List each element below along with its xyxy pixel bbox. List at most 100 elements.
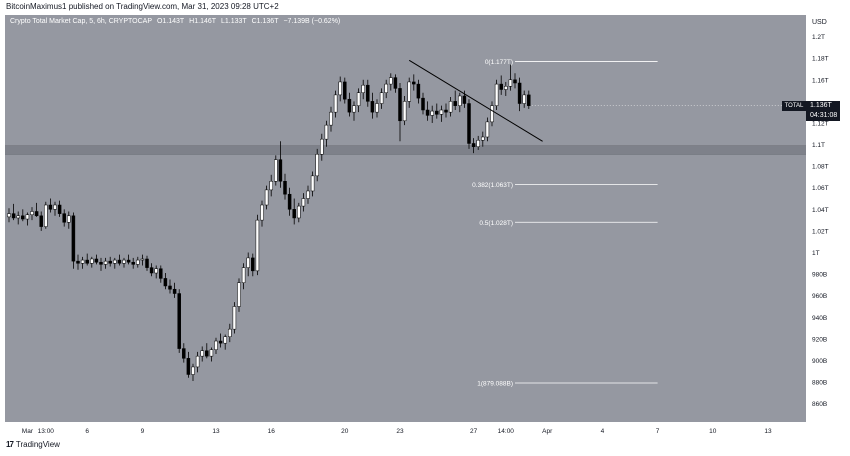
candle[interactable] <box>7 208 11 223</box>
candle[interactable] <box>182 343 186 363</box>
candle[interactable] <box>297 202 301 223</box>
candle[interactable] <box>126 254 131 265</box>
candle[interactable] <box>39 211 43 231</box>
candle[interactable] <box>370 92 375 119</box>
candle[interactable] <box>333 90 338 118</box>
candle[interactable] <box>343 77 347 104</box>
candle[interactable] <box>278 141 283 188</box>
candle[interactable] <box>485 117 490 142</box>
candle[interactable] <box>85 253 89 266</box>
candle[interactable] <box>163 273 168 290</box>
candle[interactable] <box>34 202 39 217</box>
candle[interactable] <box>329 106 333 132</box>
candle[interactable] <box>140 254 145 266</box>
candle[interactable] <box>315 148 319 182</box>
candle[interactable] <box>421 92 425 115</box>
candle[interactable] <box>232 302 237 334</box>
candle[interactable] <box>384 79 388 99</box>
candlestick-chart[interactable]: 0(1.177T) 0.382(1.063T) 0.5(1.028T) 1(879.0… <box>5 15 806 422</box>
candle[interactable] <box>292 198 296 225</box>
candle[interactable] <box>228 323 232 343</box>
candle[interactable] <box>223 334 227 350</box>
candle[interactable] <box>269 174 273 197</box>
candle[interactable] <box>76 254 80 270</box>
candle[interactable] <box>94 254 99 265</box>
candle[interactable] <box>338 76 342 102</box>
price-axis[interactable]: USD 1.2T 1.18T 1.16T 1.12T 1.1T 1.08T 1.06T 1.0… <box>806 15 850 422</box>
candle[interactable] <box>283 173 287 200</box>
candle[interactable] <box>113 257 117 269</box>
candle[interactable] <box>320 133 324 161</box>
time-axis[interactable]: Mar 13:00 6 9 13 16 20 23 27 14:00 Apr 4 7 10 13 <box>5 422 806 438</box>
candle[interactable] <box>57 200 62 217</box>
candle[interactable] <box>53 201 57 216</box>
candle[interactable] <box>517 77 522 112</box>
tradingview-footer[interactable]: 17 TradingView <box>6 440 60 449</box>
candle[interactable] <box>122 257 126 268</box>
candle[interactable] <box>168 279 172 294</box>
candle[interactable] <box>159 265 163 283</box>
candle[interactable] <box>407 77 411 108</box>
candle[interactable] <box>80 256 85 269</box>
candle[interactable] <box>237 278 241 312</box>
candle[interactable] <box>30 207 34 221</box>
candle[interactable] <box>264 185 269 210</box>
candle[interactable] <box>458 92 462 113</box>
candle[interactable] <box>527 90 531 109</box>
candle[interactable] <box>191 363 195 381</box>
candle[interactable] <box>274 155 278 186</box>
candle[interactable] <box>251 253 255 277</box>
candle[interactable] <box>481 131 485 147</box>
candle[interactable] <box>402 95 407 126</box>
candle[interactable] <box>412 74 416 91</box>
candle[interactable] <box>508 64 513 91</box>
candle[interactable] <box>494 79 499 111</box>
candle[interactable] <box>444 103 448 118</box>
candle[interactable] <box>448 97 453 117</box>
candle[interactable] <box>393 74 398 93</box>
candle[interactable] <box>352 101 356 121</box>
candle[interactable] <box>306 185 310 204</box>
candle[interactable] <box>131 257 135 269</box>
candle[interactable] <box>425 101 430 121</box>
candle[interactable] <box>108 256 112 267</box>
candle[interactable] <box>310 171 315 197</box>
candle[interactable] <box>287 187 292 216</box>
candle[interactable] <box>16 211 20 225</box>
candle[interactable] <box>260 200 264 227</box>
candle[interactable] <box>513 73 517 89</box>
candle[interactable] <box>430 105 434 123</box>
candle[interactable] <box>154 265 158 279</box>
candle[interactable] <box>145 255 149 271</box>
candle[interactable] <box>301 193 306 212</box>
candle[interactable] <box>186 351 191 378</box>
chart-plot-area[interactable]: 0(1.177T) 0.382(1.063T) 0.5(1.028T) 1(879.0… <box>5 15 806 422</box>
candle[interactable] <box>195 351 200 373</box>
candle[interactable] <box>453 90 457 111</box>
candle[interactable] <box>375 99 379 118</box>
candle[interactable] <box>209 347 214 362</box>
candle[interactable] <box>103 257 108 269</box>
candle[interactable] <box>416 79 421 104</box>
candle[interactable] <box>241 263 246 290</box>
candle[interactable] <box>149 263 154 277</box>
candle[interactable] <box>218 333 223 348</box>
candle[interactable] <box>347 92 352 117</box>
candle[interactable] <box>255 214 260 276</box>
candle[interactable] <box>435 103 439 119</box>
candle[interactable] <box>200 346 204 362</box>
candle[interactable] <box>172 282 177 298</box>
candle[interactable] <box>324 120 329 147</box>
candle[interactable] <box>476 135 480 150</box>
candle[interactable] <box>44 201 48 229</box>
candle[interactable] <box>11 203 16 221</box>
candle[interactable] <box>99 257 103 271</box>
candle[interactable] <box>21 209 25 222</box>
candle[interactable] <box>214 337 218 354</box>
candle[interactable] <box>522 90 526 108</box>
candle[interactable] <box>490 101 494 127</box>
candle[interactable] <box>205 343 209 359</box>
candle[interactable] <box>25 212 30 226</box>
candle[interactable] <box>136 256 140 268</box>
candle[interactable] <box>117 254 122 266</box>
